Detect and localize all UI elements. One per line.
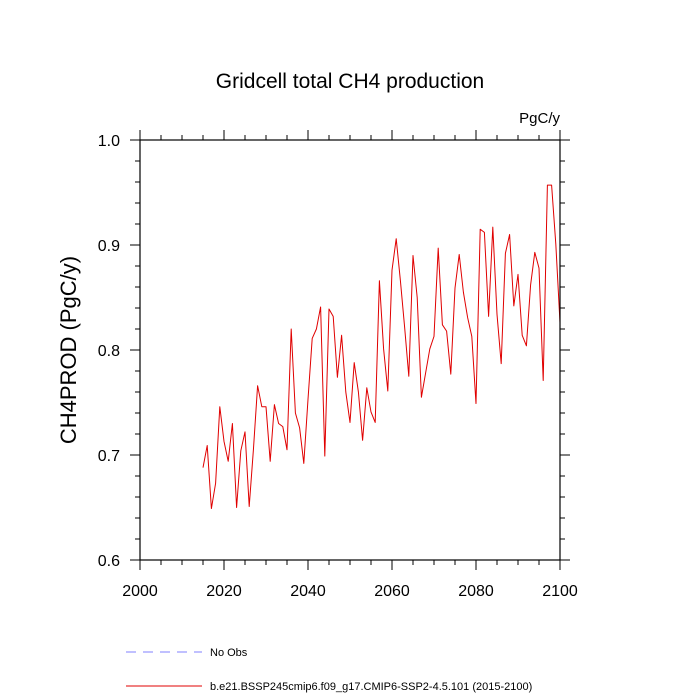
y-tick-label: 0.6	[98, 553, 120, 570]
y-tick-label: 0.9	[98, 238, 120, 255]
units-label: PgC/y	[519, 110, 560, 127]
y-axis-label: CH4PROD (PgC/y)	[56, 256, 81, 444]
plot-frame	[139, 139, 561, 561]
x-tick-label: 2080	[458, 583, 494, 600]
legend-label-1: b.e21.BSSP245cmip6.f09_g17.CMIP6-SSP2-4.…	[210, 681, 532, 693]
x-tick-label: 2000	[122, 583, 158, 600]
legend-label-0: No Obs	[210, 647, 248, 659]
y-tick-label: 0.8	[98, 343, 120, 360]
series-line-1	[202, 184, 561, 510]
x-tick-label: 2040	[290, 583, 326, 600]
y-tick-label: 1.0	[98, 133, 120, 150]
chart-title: Gridcell total CH4 production	[216, 70, 484, 93]
x-tick-label: 2020	[206, 583, 242, 600]
x-tick-label: 2060	[374, 583, 410, 600]
x-tick-label: 2100	[542, 583, 578, 600]
y-tick-label: 0.7	[98, 448, 120, 465]
